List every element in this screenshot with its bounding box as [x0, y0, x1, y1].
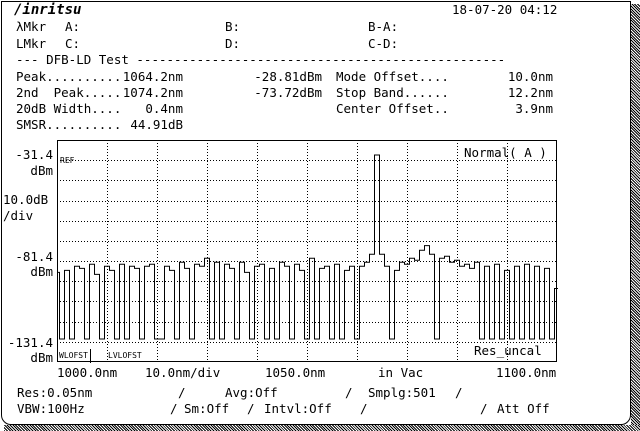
bottom-level: -131.4 — [7, 335, 53, 350]
spectrum-plot — [57, 140, 558, 362]
test-row-value2: 3.9nm — [515, 101, 553, 116]
test-row-wavelength: 44.91dB — [130, 117, 183, 132]
test-row-wavelength: 1064.2nm — [122, 69, 183, 84]
ref-unit: dBm — [30, 163, 53, 178]
plot-frame — [57, 140, 557, 362]
marker-b-a: B-A: — [368, 19, 399, 34]
test-row-label2: Center Offset.. — [336, 101, 449, 116]
test-row-wavelength: 0.4nm — [145, 101, 183, 116]
osa-window — [1, 1, 631, 425]
scale: 10.0dB — [3, 192, 49, 207]
brand-logo: /inritsu — [14, 2, 82, 18]
lv-offset-indicator: LVLOFST — [108, 351, 142, 360]
window-shadow — [631, 4, 640, 431]
test-row-label: 20dB Width.... — [16, 101, 122, 116]
test-row-level: -28.81dBm — [254, 69, 322, 84]
sampling: Smplg:501 — [368, 385, 436, 400]
interval: Intvl:Off — [264, 401, 332, 416]
x-center: 1050.0nm — [265, 365, 326, 380]
marker-a: A: — [65, 19, 81, 34]
marker-c-d: C-D: — [368, 36, 399, 51]
x-div: 10.0nm/div — [145, 365, 221, 380]
mid-unit: dBm — [30, 264, 53, 279]
res-uncal-indicator: Res_uncal — [474, 343, 542, 358]
wl-marker-label: λMkr — [16, 19, 47, 34]
averaging: Avg:Off — [225, 385, 278, 400]
ref-marker-label: REF — [60, 156, 75, 165]
separator: / — [480, 401, 488, 416]
test-row-label: Peak.......... — [16, 69, 122, 84]
marker-d: D: — [225, 36, 241, 51]
separator: / — [455, 385, 463, 400]
ref-level: -31.4 — [15, 147, 53, 162]
smoothing: Sm:Off — [184, 401, 230, 416]
test-row-wavelength: 1074.2nm — [122, 85, 183, 100]
separator: / — [247, 401, 255, 416]
test-row-label2: Mode Offset.... — [336, 69, 449, 84]
separator: / — [170, 401, 178, 416]
spectrum-trace — [57, 154, 558, 340]
vbw: VBW:100Hz — [17, 401, 85, 416]
marker-b: B: — [225, 19, 241, 34]
grid — [57, 140, 557, 362]
x-stop: 1100.0nm — [496, 365, 557, 380]
attenuator: Att Off — [497, 401, 550, 416]
test-row-label2: Stop Band...... — [336, 85, 449, 100]
datetime: 18-07-20 04:12 — [452, 2, 558, 17]
scale-unit: /div — [3, 208, 34, 223]
test-title: --- DFB-LD Test ------------------------… — [16, 53, 506, 67]
resolution: Res:0.05nm — [17, 385, 93, 400]
trace-mode: Normal( A ) — [464, 145, 547, 160]
mid-level: -81.4 — [15, 249, 53, 264]
x-start: 1000.0nm — [57, 365, 118, 380]
test-row-value2: 12.2nm — [507, 85, 553, 100]
separator: / — [360, 401, 368, 416]
separator: / — [178, 385, 186, 400]
test-row-level: -73.72dBm — [254, 85, 322, 100]
test-row-label: 2nd Peak..... — [16, 85, 122, 100]
lv-marker-label: LMkr — [16, 36, 47, 51]
test-row-label: SMSR.......... — [16, 117, 122, 132]
medium: in Vac — [378, 365, 424, 380]
window-shadow — [4, 425, 640, 431]
separator: / — [345, 385, 353, 400]
marker-c: C: — [65, 36, 81, 51]
wl-offset-indicator: WLOFST — [59, 349, 91, 363]
bottom-unit: dBm — [30, 350, 53, 365]
test-row-value2: 10.0nm — [507, 69, 553, 84]
